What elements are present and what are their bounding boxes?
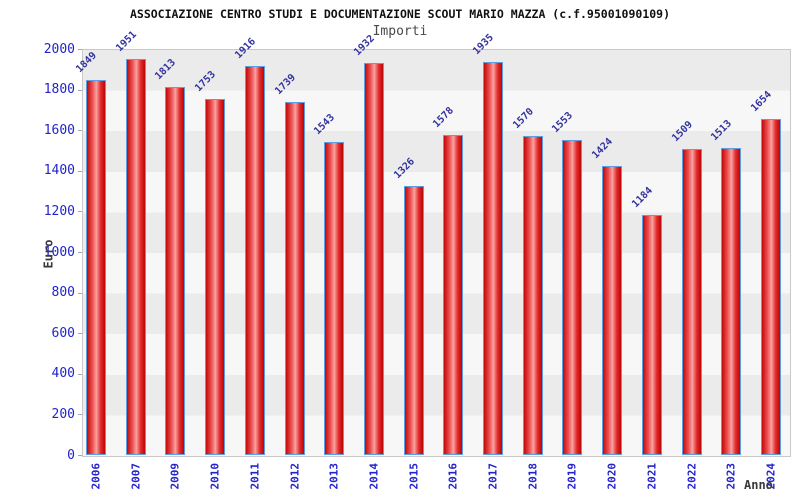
bar-2009 (165, 86, 186, 455)
y-tick-mark (78, 89, 82, 91)
y-tick-mark (78, 49, 82, 50)
x-tick-label: 2016 (446, 463, 460, 490)
bar-2012 (284, 101, 305, 455)
y-tick-mark (78, 170, 82, 172)
bar-2007 (125, 58, 146, 455)
bar-2016 (443, 134, 464, 455)
bar-2021 (641, 214, 662, 455)
y-tick-label: 1600 (43, 122, 75, 138)
y-tick-mark (78, 333, 82, 335)
bar-2006 (86, 79, 106, 455)
x-tick-label: 2010 (208, 463, 222, 490)
y-tick-label: 1000 (43, 244, 75, 260)
bar-2013 (324, 141, 345, 455)
x-tick-label: 2017 (486, 463, 500, 490)
y-tick-label: 600 (51, 325, 75, 341)
y-tick-label: 2000 (43, 41, 75, 57)
x-tick-label: 2013 (327, 463, 341, 490)
chart-subtitle: Importi (372, 24, 428, 39)
y-tick-mark (78, 292, 82, 294)
x-tick-label: 2022 (685, 463, 698, 490)
bar-2024 (760, 119, 781, 455)
x-tick-label: 2023 (724, 463, 738, 490)
x-tick-label: 2015 (407, 463, 421, 490)
bar-2011 (244, 66, 265, 455)
x-tick-label: 2006 (89, 463, 103, 490)
y-tick-mark (78, 252, 82, 253)
bar-2020 (602, 165, 623, 455)
y-tick-mark (78, 414, 82, 416)
x-tick-label: 2014 (367, 463, 381, 490)
x-tick-label: 2007 (129, 463, 143, 490)
bar-2010 (205, 99, 226, 455)
bar-2017 (483, 62, 503, 455)
y-tick-label: 0 (67, 447, 75, 463)
y-tick-label: 400 (51, 366, 75, 382)
plot-area (82, 49, 791, 457)
y-tick-label: 800 (51, 285, 75, 301)
y-tick-mark (78, 130, 82, 132)
y-tick-mark (78, 373, 82, 375)
x-tick-label: 2019 (565, 463, 579, 490)
chart-title: ASSOCIAZIONE CENTRO STUDI E DOCUMENTAZIO… (129, 7, 671, 21)
bar-2022 (681, 148, 702, 455)
bar-2023 (721, 147, 742, 455)
x-tick-label: 2012 (288, 463, 301, 490)
bar-2019 (562, 139, 583, 455)
x-tick-label: 2021 (645, 463, 659, 490)
x-tick-label: 2018 (526, 463, 540, 490)
y-tick-label: 1400 (43, 163, 75, 179)
bar-2014 (363, 62, 384, 455)
x-tick-label: 2011 (248, 463, 262, 490)
bar-2015 (403, 185, 424, 455)
y-tick-label: 200 (51, 406, 75, 422)
x-tick-label: 2009 (168, 463, 182, 490)
x-axis-title: Anno (744, 478, 773, 492)
y-tick-label: 1800 (43, 82, 75, 98)
y-tick-mark (78, 211, 82, 213)
y-axis-title: Euro (41, 239, 56, 269)
x-tick-label: 2020 (605, 463, 619, 490)
bar-2018 (522, 136, 543, 455)
y-tick-mark (78, 455, 82, 456)
y-tick-label: 1200 (43, 203, 75, 219)
